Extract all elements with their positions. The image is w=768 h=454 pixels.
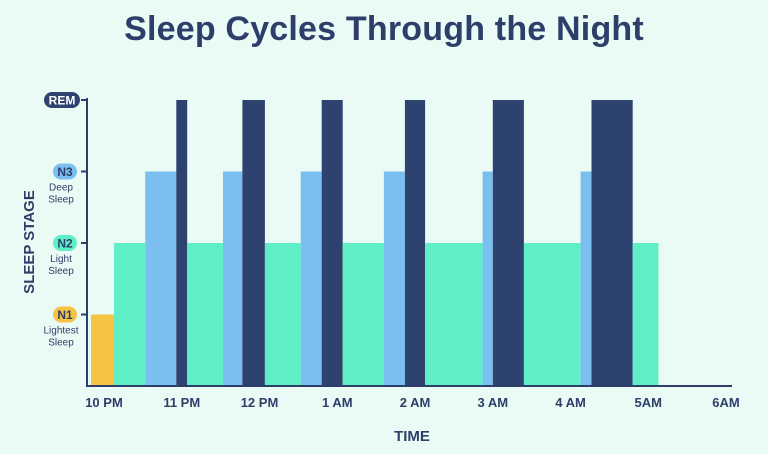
bar-n2-4 xyxy=(187,243,223,386)
bar-rem-12 xyxy=(404,100,426,386)
bar-n3-5 xyxy=(223,171,243,386)
y-badge-rem xyxy=(44,92,80,108)
x-tick-label-5: 3 AM xyxy=(477,395,508,410)
bar-n1-0 xyxy=(91,314,115,386)
x-tick-label-6: 4 AM xyxy=(555,395,586,410)
axes-group xyxy=(81,98,732,387)
y-badge-n3 xyxy=(53,163,77,180)
bar-n3-11 xyxy=(383,171,405,386)
bar-n2-13 xyxy=(425,243,483,386)
x-tick-label-3: 1 AM xyxy=(322,395,353,410)
y-desc-n1-1: Sleep xyxy=(48,338,74,349)
y-desc-n2-0: Light xyxy=(50,254,72,265)
y-badge-label-n3: N3 xyxy=(57,165,73,179)
y-desc-n2-1: Sleep xyxy=(48,266,74,277)
x-tick-label-0: 10 PM xyxy=(85,395,123,410)
bar-n3-14 xyxy=(482,171,493,386)
x-tick-label-2: 12 PM xyxy=(241,395,279,410)
bar-n2-10 xyxy=(342,243,384,386)
x-tick-label-1: 11 PM xyxy=(163,395,200,410)
y-badge-label-n1: N1 xyxy=(57,308,73,322)
x-tick-label-4: 2 AM xyxy=(400,395,431,410)
bar-rem-15 xyxy=(492,100,524,386)
chart-title: Sleep Cycles Through the Night xyxy=(124,10,644,48)
y-badge-label-n2: N2 xyxy=(57,237,73,251)
bar-rem-9 xyxy=(321,100,343,386)
bar-n2-7 xyxy=(264,243,301,386)
bar-n3-2 xyxy=(145,171,177,386)
y-badge-n2 xyxy=(53,235,77,251)
bar-rem-6 xyxy=(242,100,265,386)
y-desc-n3-0: Deep xyxy=(49,183,73,194)
y-labels-group: N1LightestSleepN2LightSleepN3DeepSleepRE… xyxy=(43,92,80,349)
bar-n2-16 xyxy=(523,243,581,386)
x-tick-label-7: 5AM xyxy=(635,395,662,410)
bar-n3-17 xyxy=(580,171,592,386)
y-badge-label-rem: REM xyxy=(49,94,76,108)
bar-n3-8 xyxy=(300,171,322,386)
y-desc-n1-0: Lightest xyxy=(43,326,78,337)
bar-n2-1 xyxy=(114,243,146,386)
y-badge-n1 xyxy=(53,306,77,323)
y-desc-n3-1: Sleep xyxy=(48,195,74,206)
bar-n2-19 xyxy=(632,243,659,386)
x-tick-label-8: 6AM xyxy=(712,395,739,410)
bar-rem-18 xyxy=(591,100,633,386)
bars-group xyxy=(91,100,659,386)
x-axis-title: TIME xyxy=(394,428,430,445)
y-axis-title: SLEEP STAGE xyxy=(21,190,38,294)
x-labels-group: 10 PM 11 PM 12 PM 1 AM 2 AM 3 AM 4 AM 5AM 6AM xyxy=(85,395,740,410)
bar-rem-3 xyxy=(176,100,188,386)
